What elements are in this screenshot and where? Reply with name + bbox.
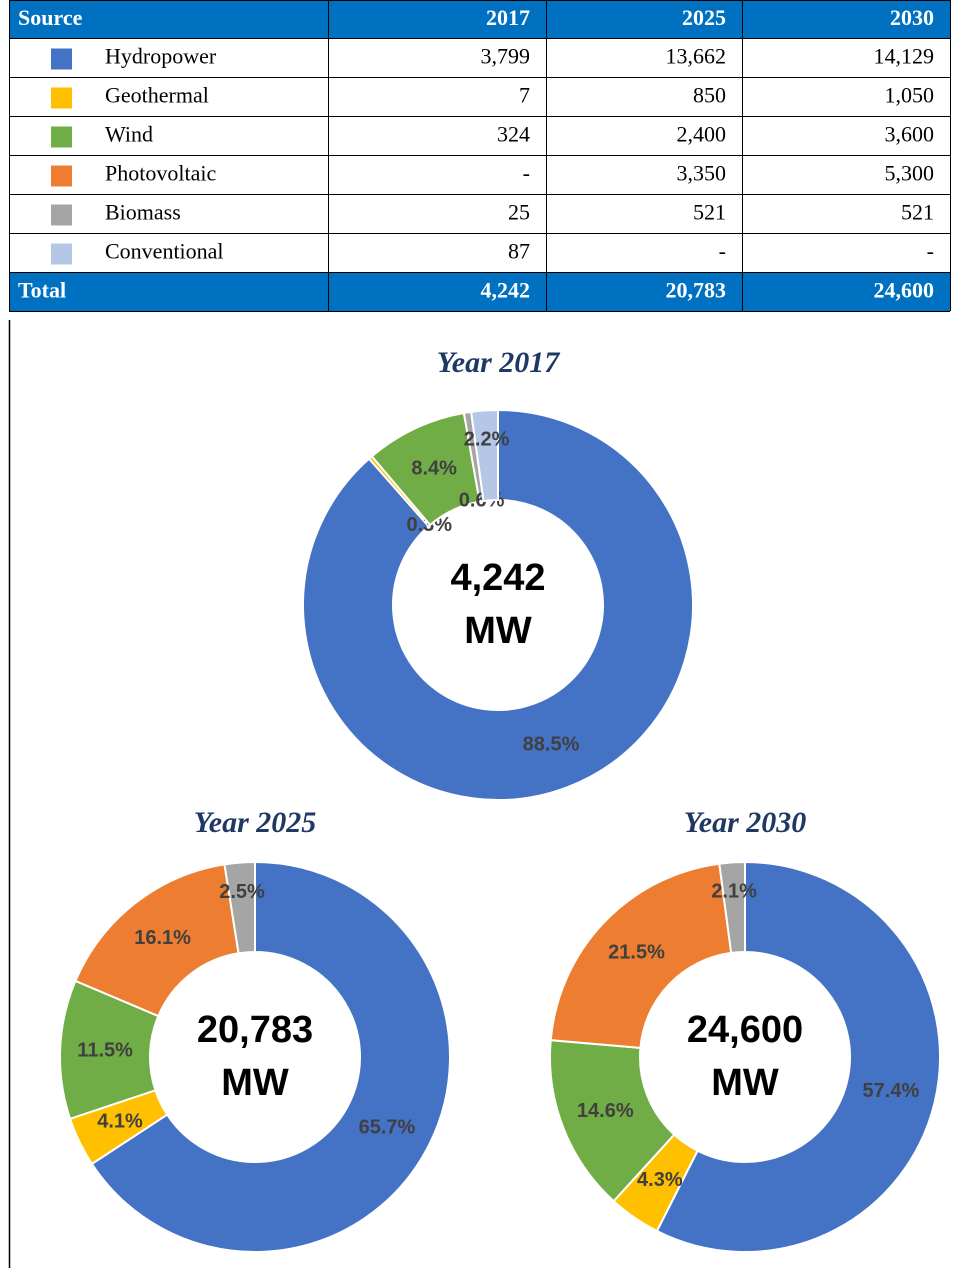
table-cell: 25 [508,200,530,225]
legend-swatch [51,243,72,265]
table-cell: 3,600 [885,122,935,147]
table-cell: 14,129 [874,44,935,69]
legend-swatch [51,204,72,226]
slice-label: 88.5% [523,734,580,756]
table-cell: 850 [693,83,726,108]
slice-label: 4.3% [637,1169,683,1191]
legend-swatch [51,126,72,148]
donut-slice [549,862,733,1050]
row-label: Conventional [105,239,224,264]
slice-label: 14.6% [577,1100,634,1122]
chart-title: Year 2030 [684,806,807,839]
table-cell: 1,050 [885,83,935,108]
row-label: Wind [105,122,153,147]
header-cell: 2025 [682,5,726,30]
header-cell: Total [18,278,66,303]
header-cell: 24,600 [874,278,935,303]
table-cell: - [523,161,530,186]
table-band [9,0,950,38]
table-cell: 13,662 [666,44,727,69]
donut-slice [718,860,746,955]
row-label: Geothermal [105,83,209,108]
slice-label: 2.2% [464,429,510,451]
table-cell: 324 [497,122,530,147]
center-value: 20,783 [197,1009,313,1051]
slice-label: 57.4% [863,1080,920,1102]
header-cell: 2030 [890,5,934,30]
table-cell: 87 [508,239,530,264]
chart-title: Year 2025 [194,806,317,839]
slice-label: 16.1% [134,927,191,949]
table-cell: - [719,239,726,264]
center-unit: MW [464,610,532,652]
slice-label: 21.5% [608,942,665,964]
table-cell: 3,350 [677,161,727,186]
slice-label: 4.1% [97,1111,143,1133]
slice-label: 2.1% [711,881,757,903]
header-cell: Source [18,5,83,30]
table-cell: 7 [519,83,530,108]
slice-label: 2.5% [219,881,265,903]
donut-slice [223,860,256,955]
donut-slice [655,860,941,1253]
legend-swatch [51,87,72,109]
table-cell: 3,799 [481,44,531,69]
center-unit: MW [221,1062,289,1104]
row-label: Photovoltaic [105,161,216,186]
slice-label: 65.7% [359,1117,416,1139]
header-cell: 2017 [486,5,530,30]
table-cell: 2,400 [677,122,727,147]
table-cell: 521 [693,200,726,225]
table-cell: 521 [901,200,934,225]
donut-slice [90,860,451,1253]
chart-title: Year 2017 [437,346,560,379]
center-value: 4,242 [450,557,545,599]
slice-label: 11.5% [77,1039,133,1061]
center-value: 24,600 [687,1009,803,1051]
table-band [9,272,950,311]
slice-label: 8.4% [411,458,457,480]
legend-swatch [51,165,72,187]
table-cell: 5,300 [885,161,935,186]
table-cell: - [927,239,934,264]
row-label: Hydropower [105,44,217,69]
center-unit: MW [711,1062,779,1104]
header-cell: 20,783 [666,278,727,303]
donut-slice [302,408,694,801]
header-cell: 4,242 [481,278,531,303]
row-label: Biomass [105,200,181,225]
legend-swatch [51,48,72,70]
donut-slice [470,408,499,503]
